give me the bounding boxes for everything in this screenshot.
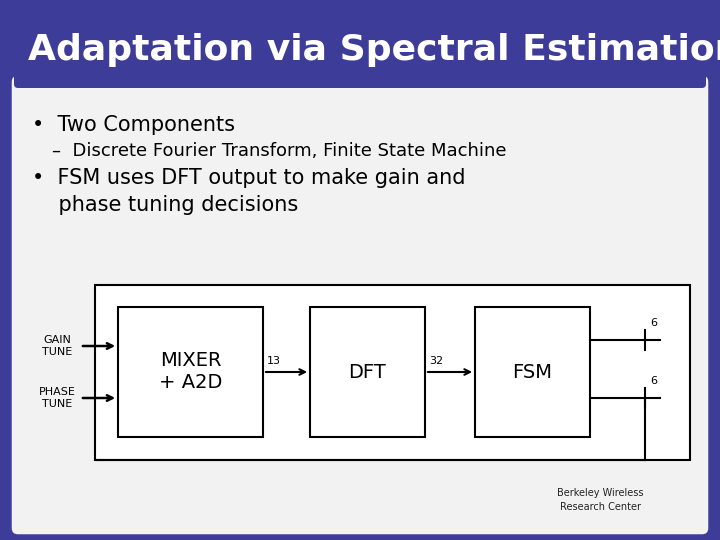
Text: MIXER
+ A2D: MIXER + A2D [159,352,222,393]
Text: PHASE
TUNE: PHASE TUNE [39,387,76,409]
Text: 6: 6 [650,376,657,386]
Text: DFT: DFT [348,362,387,381]
Bar [118,307,263,437]
Text: FSM: FSM [513,362,552,381]
Text: 6: 6 [650,318,657,327]
Text: phase tuning decisions: phase tuning decisions [32,195,298,215]
Text: •  FSM uses DFT output to make gain and: • FSM uses DFT output to make gain and [32,168,466,188]
Text: Adaptation via Spectral Estimation: Adaptation via Spectral Estimation [28,33,720,67]
FancyBboxPatch shape [14,4,706,88]
Text: •  Two Components: • Two Components [32,115,235,135]
Bar [95,285,690,460]
Bar [475,307,590,437]
Bar [310,307,425,437]
Text: –  Discrete Fourier Transform, Finite State Machine: – Discrete Fourier Transform, Finite Sta… [52,142,506,160]
Text: 32: 32 [429,356,443,366]
Text: GAIN
TUNE: GAIN TUNE [42,335,72,357]
Text: 13: 13 [267,356,281,366]
Text: Berkeley Wireless
Research Center: Berkeley Wireless Research Center [557,488,643,511]
FancyBboxPatch shape [10,74,710,536]
